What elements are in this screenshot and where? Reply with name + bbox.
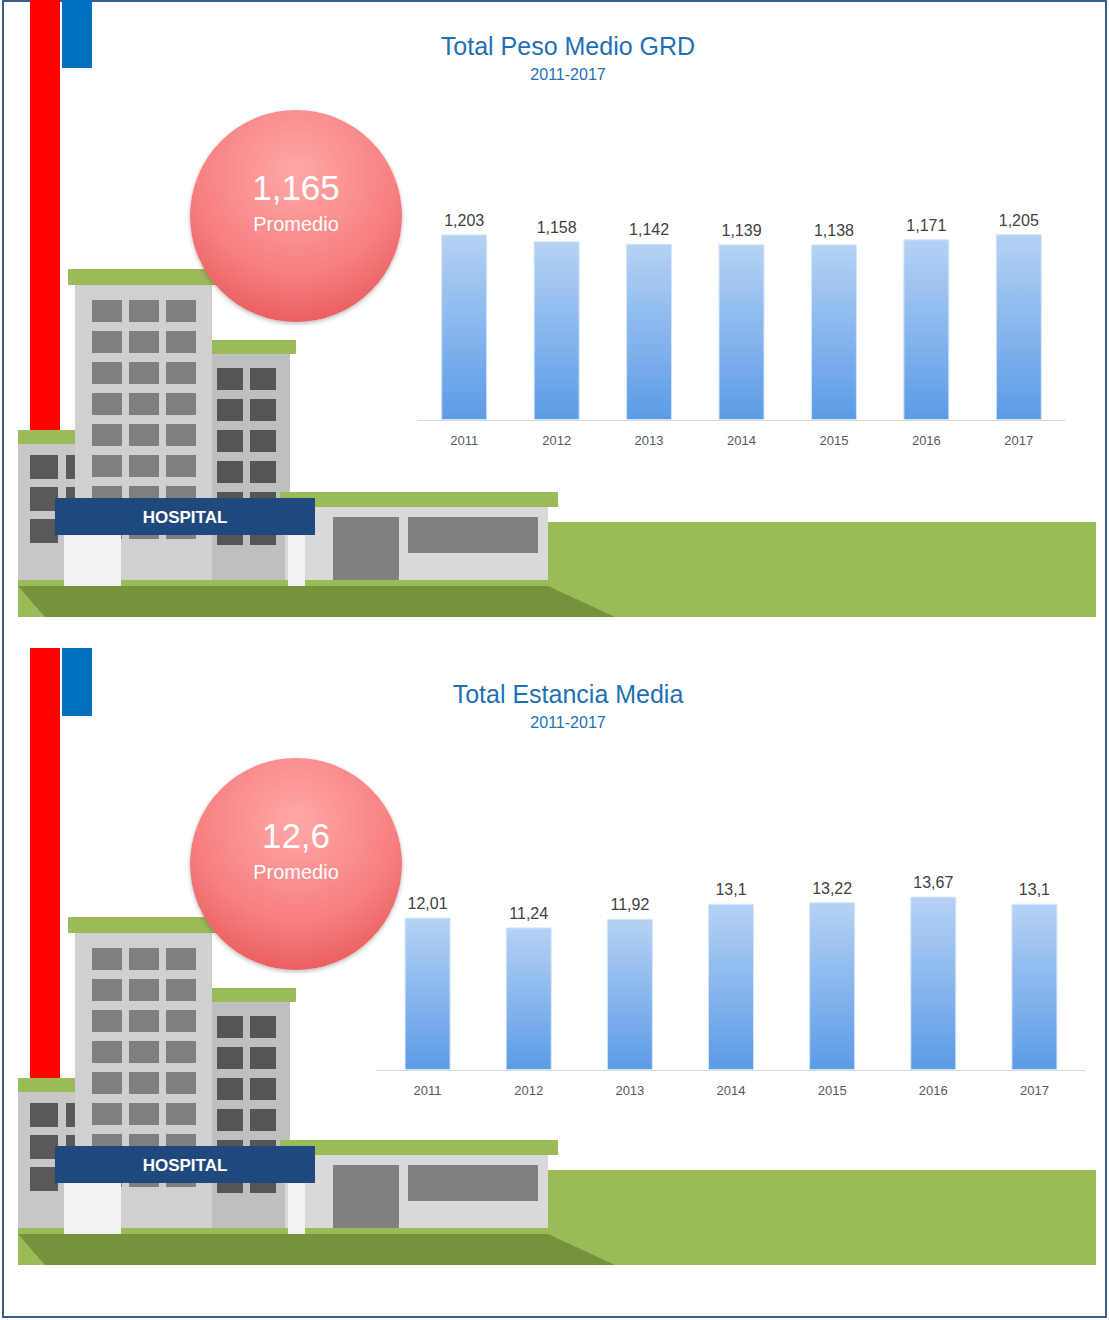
- svg-text:2012: 2012: [542, 433, 571, 448]
- svg-text:Total Peso Medio GRD: Total Peso Medio GRD: [441, 32, 695, 60]
- svg-text:11,92: 11,92: [610, 896, 649, 913]
- svg-text:HOSPITAL: HOSPITAL: [143, 508, 228, 527]
- svg-text:13,22: 13,22: [812, 880, 852, 897]
- svg-text:2017: 2017: [1004, 433, 1033, 448]
- svg-text:2011-2017: 2011-2017: [530, 66, 605, 83]
- svg-text:1,158: 1,158: [537, 219, 577, 236]
- svg-text:13,67: 13,67: [913, 874, 953, 891]
- svg-text:1,138: 1,138: [814, 222, 854, 239]
- svg-text:2016: 2016: [919, 1083, 948, 1098]
- svg-text:2017: 2017: [1020, 1083, 1049, 1098]
- svg-text:1,171: 1,171: [906, 217, 946, 234]
- svg-text:2013: 2013: [615, 1083, 644, 1098]
- svg-text:1,205: 1,205: [999, 212, 1039, 229]
- svg-text:13,1: 13,1: [1019, 881, 1050, 898]
- html-text:Promedio: Promedio: [253, 213, 339, 235]
- svg-text:2014: 2014: [717, 1083, 746, 1098]
- svg-text:12,01: 12,01: [408, 895, 448, 912]
- svg-text:11,24: 11,24: [509, 905, 548, 922]
- svg-text:1,203: 1,203: [444, 212, 484, 229]
- svg-text:2015: 2015: [818, 1083, 847, 1098]
- html-text:1,165: 1,165: [252, 168, 340, 207]
- svg-text:HOSPITAL: HOSPITAL: [143, 1156, 228, 1175]
- svg-text:2014: 2014: [727, 433, 756, 448]
- svg-text:2016: 2016: [912, 433, 941, 448]
- svg-text:2012: 2012: [514, 1083, 543, 1098]
- svg-text:2011: 2011: [414, 1083, 442, 1098]
- svg-text:1,142: 1,142: [629, 221, 669, 238]
- html-text:12,6: 12,6: [261, 816, 331, 855]
- svg-text:1,139: 1,139: [721, 222, 761, 239]
- svg-text:2011-2017: 2011-2017: [530, 714, 605, 731]
- svg-text:2015: 2015: [819, 433, 848, 448]
- svg-text:2011: 2011: [450, 433, 478, 448]
- svg-text:Total Estancia Media: Total Estancia Media: [453, 680, 684, 708]
- svg-text:2013: 2013: [635, 433, 664, 448]
- svg-text:13,1: 13,1: [715, 881, 746, 898]
- html-text:Promedio: Promedio: [253, 861, 339, 883]
